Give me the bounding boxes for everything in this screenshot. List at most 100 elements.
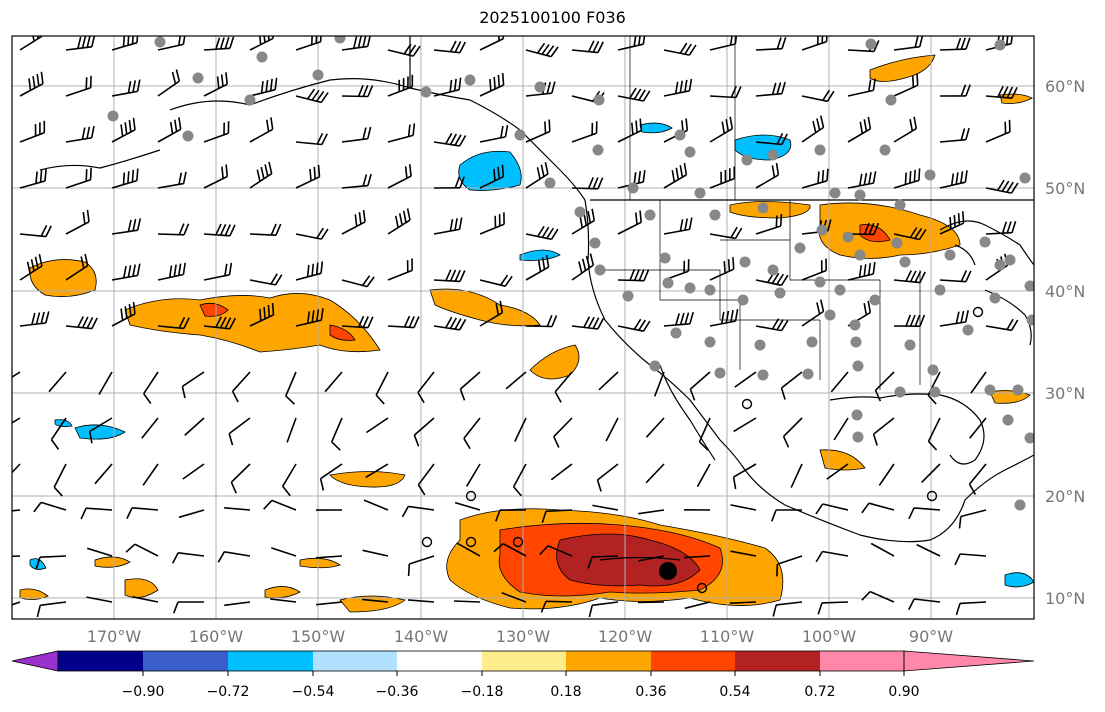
colorbar-swatch-6 <box>482 651 566 671</box>
wind-barb <box>324 371 343 393</box>
wind-barb <box>479 274 513 287</box>
wind-barb <box>387 208 411 235</box>
wind-barb <box>525 255 550 281</box>
wind-barb <box>295 308 324 327</box>
wind-barb <box>571 208 596 235</box>
wind-barb <box>571 177 604 190</box>
wind-barb <box>861 590 895 603</box>
wind-barb <box>698 417 711 451</box>
station-marker <box>1026 314 1034 326</box>
wind-barb <box>111 263 141 281</box>
wind-barb <box>954 553 987 566</box>
station-marker <box>927 364 939 376</box>
wind-barb <box>638 509 665 515</box>
station-marker <box>767 264 779 276</box>
wind-barb <box>755 37 787 51</box>
wind-barb <box>12 417 21 424</box>
station-marker <box>894 199 906 211</box>
wind-barb <box>65 316 98 330</box>
wind-barb <box>985 179 1019 194</box>
station-marker <box>244 94 256 106</box>
colorbar-tick-label: −0.54 <box>292 684 335 700</box>
wind-barb <box>65 167 92 189</box>
wind-barb <box>730 504 757 511</box>
wind-barb <box>181 371 205 399</box>
wind-barb <box>88 417 113 444</box>
wind-barb <box>969 417 987 439</box>
wind-barb <box>571 316 605 330</box>
wind-barb <box>893 116 918 143</box>
colorbar-extend-low <box>11 650 59 672</box>
wind-barb <box>157 262 186 281</box>
colorbar-tick-label: 0.90 <box>888 684 919 700</box>
wind-barb <box>525 314 558 328</box>
station-marker <box>814 144 826 156</box>
wind-barb <box>689 371 711 401</box>
wind-barb <box>19 225 52 238</box>
wind-barb <box>157 36 186 51</box>
wind-barb <box>801 168 829 189</box>
lon-label-150: 150°W <box>291 627 346 646</box>
wind-barb <box>203 262 233 281</box>
wind-barb <box>653 371 665 397</box>
wind-barb <box>968 463 987 495</box>
station-marker <box>694 187 706 199</box>
wind-barb <box>645 417 665 438</box>
wind-barb <box>605 417 619 442</box>
wind-barb <box>514 417 527 442</box>
colorbar-tick-label: −0.72 <box>207 684 250 700</box>
wind-barb <box>617 118 643 143</box>
lat-label-10: 10°N <box>1045 589 1085 608</box>
wind-barb <box>861 502 895 514</box>
wind-barb <box>86 547 113 557</box>
station-marker <box>741 154 753 166</box>
wind-barb <box>295 88 329 104</box>
wind-barb <box>638 555 665 562</box>
wind-barb <box>921 463 941 483</box>
wind-barb <box>709 116 734 143</box>
wind-barb <box>126 507 159 519</box>
wind-barb <box>893 73 919 97</box>
wind-barb <box>341 173 372 189</box>
wind-barb <box>172 601 204 614</box>
wind-barb <box>927 417 941 451</box>
station-marker <box>593 94 605 106</box>
wind-barb <box>596 463 619 492</box>
wind-barb <box>893 227 927 241</box>
wind-barb <box>684 601 711 610</box>
wind-barb <box>617 210 642 235</box>
station-marker <box>802 368 814 380</box>
wind-barb <box>571 40 604 54</box>
wind-barb <box>157 316 190 330</box>
wind-barb <box>12 463 21 474</box>
wind-barb <box>263 499 297 511</box>
wind-barb <box>330 417 343 451</box>
wind-barb <box>598 371 619 391</box>
wind-barb <box>295 227 329 240</box>
wind-barb <box>587 555 619 569</box>
wind-barb <box>663 162 688 189</box>
wind-barb <box>433 176 465 189</box>
wind-barb <box>270 598 297 603</box>
wind-barb <box>53 463 67 497</box>
station-marker <box>1004 254 1016 266</box>
lat-label-50: 50°N <box>1045 179 1085 198</box>
wind-barb <box>48 371 67 393</box>
wind-barb <box>684 555 711 559</box>
station-marker <box>984 384 996 396</box>
wind-barb <box>228 417 251 446</box>
wind-barb <box>878 463 895 486</box>
station-marker <box>806 336 818 348</box>
colorbar-swatch-4 <box>313 651 397 671</box>
wind-barb <box>479 124 509 143</box>
wind-barb <box>734 371 757 388</box>
wind-barb <box>466 463 481 487</box>
wind-barb <box>801 258 827 281</box>
wind-barb <box>125 543 159 557</box>
wind-barb <box>132 596 159 603</box>
wind-barb <box>157 171 187 189</box>
lon-label-140: 140°W <box>394 627 449 646</box>
wind-barb <box>872 417 895 446</box>
wind-barb <box>893 36 924 51</box>
wind-barb <box>203 316 237 330</box>
